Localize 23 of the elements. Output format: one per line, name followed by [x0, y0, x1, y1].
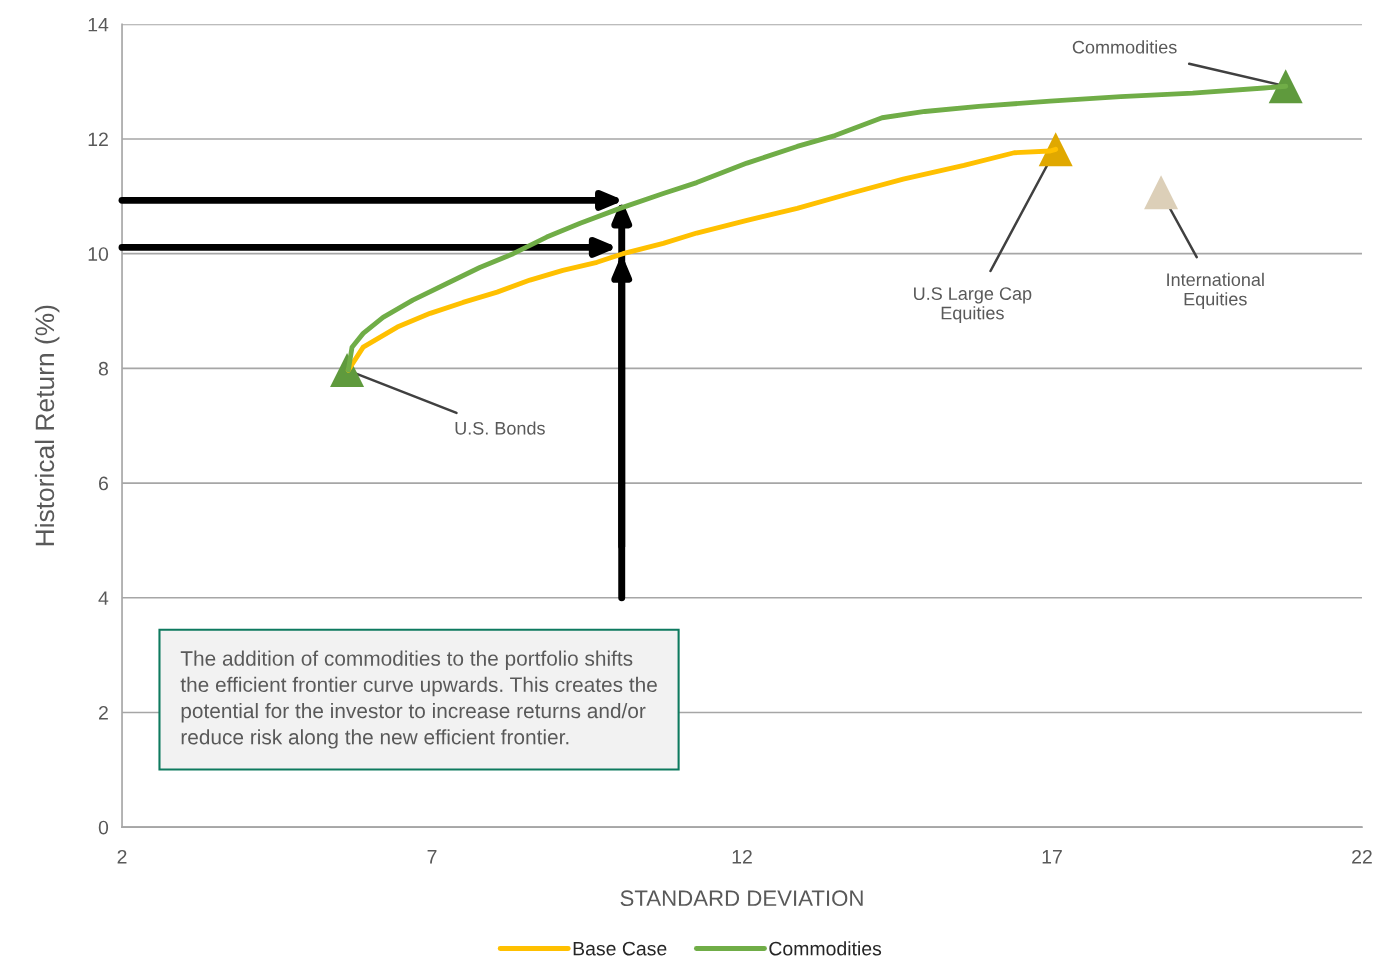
x-tick-label: 12 — [732, 849, 752, 864]
annotation: The addition of commodities to the portfolio shifts the efficient frontier curve upwards. This creates the potential for the investor to increase returns and/or reduce risk along the new efficient frontier. — [180, 650, 657, 749]
x-axis-title: STANDARD DEVIATION — [620, 890, 863, 907]
annotation: U.S Large Cap Equities — [914, 287, 1032, 324]
x-tick-label: 17 — [1042, 850, 1062, 864]
y-axis-title: Historical Return (%) — [34, 305, 60, 546]
y-tick-label: 12 — [88, 132, 108, 147]
y-tick-label: 6 — [99, 476, 108, 491]
y-tick-label: 10 — [88, 247, 109, 261]
legend-label: Base Case — [573, 941, 667, 956]
x-tick-label: 22 — [1352, 849, 1372, 864]
x-tick-label: 7 — [427, 850, 437, 864]
y-tick-label: 0 — [98, 820, 109, 835]
y-tick-label: 8 — [98, 361, 108, 376]
annotation: U.S. Bonds — [455, 421, 545, 435]
y-tick-label: 14 — [88, 17, 109, 32]
y-tick-label: 4 — [98, 591, 109, 605]
point — [1144, 175, 1179, 210]
y-tick-label: 2 — [99, 705, 108, 720]
annotation: International Equities — [1167, 272, 1264, 310]
annotation: Commodities — [1072, 40, 1177, 54]
legend-label: Commodities — [769, 941, 882, 956]
x-tick-label: 2 — [117, 849, 127, 864]
